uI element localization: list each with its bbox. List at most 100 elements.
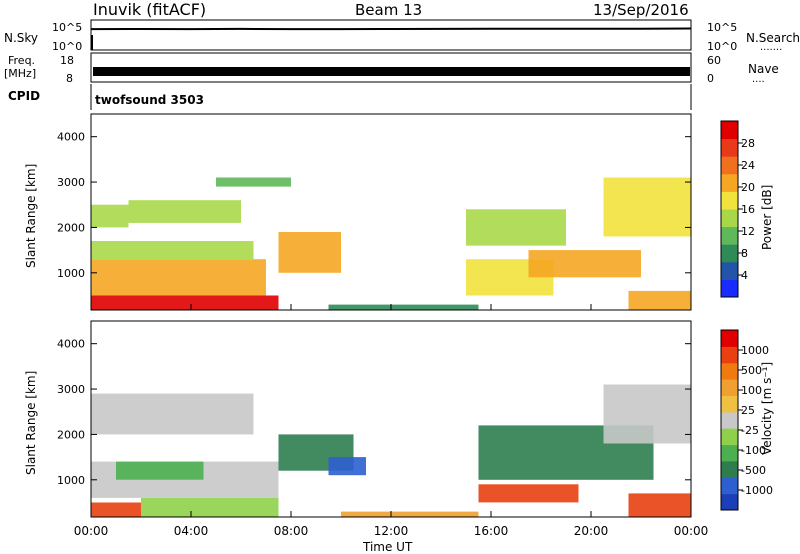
- power-swatch-0: [721, 279, 738, 298]
- power-swatch-5: [721, 191, 738, 210]
- velocity-tick-label-5: -100: [741, 444, 766, 457]
- nsky-panel: N.Sky 10^5 10^0 10^5 10^0 N.Search .....…: [4, 19, 800, 53]
- velocity-region-6: [328, 457, 366, 476]
- time-axis: 00:00 04:00 08:00 12:00 16:00 20:00 00:00: [74, 304, 708, 538]
- y-tick-label-3000: 3000: [57, 383, 85, 396]
- power-region-0: [91, 295, 279, 310]
- power-tick-label-6: 28: [741, 137, 755, 150]
- power-swatch-3: [721, 226, 738, 245]
- velocity-y-label: Slant Range [km]: [24, 371, 38, 475]
- power-region-1: [91, 259, 266, 296]
- power-y-axis: 1000 2000 3000 4000: [57, 131, 691, 280]
- power-region-4: [128, 200, 241, 223]
- freq-right-tick-top: 60: [707, 54, 721, 67]
- velocity-region-4: [91, 393, 254, 435]
- velocity-swatch-3: [721, 444, 738, 462]
- x-tick-label-0: 00:00: [74, 524, 109, 538]
- velocity-panel: 1000 2000 3000 4000 Slant Range [km]: [24, 320, 692, 518]
- nsky-right-label: N.Search: [746, 31, 800, 45]
- power-heatmap: [91, 177, 691, 310]
- time-axis-label: Time UT: [362, 540, 413, 554]
- power-colorbar-label: Power [dB]: [760, 185, 774, 250]
- velocity-region-8: [478, 484, 579, 503]
- station-title: Inuvik (fitACF): [93, 0, 206, 19]
- freq-panel: Freq. [MHz] 18 8 60 0 Nave ....: [4, 52, 779, 85]
- y-tick-label-4000: 4000: [57, 338, 85, 351]
- velocity-colorbar: 1000 500 100 25 -25 -100 -500 -1000: [720, 329, 773, 511]
- nsky-left-label: N.Sky: [4, 31, 38, 45]
- velocity-tick-label-4: -25: [741, 424, 759, 437]
- y-tick-label-4000: 4000: [57, 131, 85, 144]
- velocity-y-axis: 1000 2000 3000 4000: [57, 338, 691, 487]
- velocity-swatch-1: [721, 477, 738, 495]
- nsky-left-tick-top: 10^5: [52, 21, 82, 34]
- cpid-label: CPID: [8, 89, 40, 103]
- velocity-swatch-9: [721, 346, 738, 364]
- y-tick-label-1000: 1000: [57, 474, 85, 487]
- velocity-tick-label-7: -1000: [741, 484, 773, 497]
- nsky-series-line: [90, 27, 692, 31]
- velocity-swatch-6: [721, 395, 738, 413]
- cpid-panel: CPID twofsound 3503: [8, 84, 692, 110]
- velocity-swatch-10: [721, 330, 738, 347]
- date-title: 13/Sep/2016: [593, 1, 689, 19]
- power-region-11: [528, 250, 641, 278]
- y-tick-label-2000: 2000: [57, 428, 85, 441]
- freq-left-tick-bottom: 8: [66, 72, 73, 85]
- velocity-region-10: [603, 384, 691, 444]
- freq-left-label-1: Freq.: [8, 54, 35, 67]
- power-swatch-6: [721, 173, 738, 192]
- velocity-region-1: [141, 497, 279, 517]
- power-panel: 1000 2000 3000 4000 Slant Range [km]: [24, 113, 692, 311]
- x-tick-label-3: 12:00: [374, 524, 409, 538]
- freq-right-label: Nave: [748, 62, 779, 76]
- power-tick-label-3: 16: [741, 203, 755, 216]
- power-tick-label-2: 12: [741, 225, 755, 238]
- velocity-swatch-8: [721, 362, 738, 380]
- beam-title: Beam 13: [355, 1, 422, 19]
- power-swatch-8: [721, 138, 738, 157]
- x-tick-label-5: 20:00: [574, 524, 609, 538]
- power-region-3: [91, 204, 129, 228]
- velocity-swatch-7: [721, 379, 738, 396]
- power-region-6: [278, 232, 341, 273]
- velocity-tick-label-0: 1000: [741, 344, 769, 357]
- velocity-heatmap: [91, 384, 691, 517]
- velocity-swatch-5: [721, 411, 738, 429]
- power-tick-label-4: 20: [741, 181, 755, 194]
- velocity-colorbar-label: Velocity [m s⁻¹]: [760, 362, 774, 455]
- power-swatch-2: [721, 244, 738, 263]
- velocity-frame: [720, 329, 739, 511]
- power-swatch-1: [721, 261, 738, 280]
- y-tick-label-1000: 1000: [57, 267, 85, 280]
- nsky-right-tick-bottom: 10^0: [707, 40, 737, 53]
- freq-band: [93, 67, 690, 76]
- velocity-region-3: [116, 461, 204, 480]
- velocity-region-11: [628, 493, 691, 517]
- freq-right-tick-bottom: 0: [707, 72, 714, 85]
- freq-left-tick-top: 18: [60, 54, 74, 67]
- power-region-2: [91, 241, 254, 260]
- velocity-swatch-2: [721, 460, 738, 478]
- power-region-10: [466, 209, 566, 246]
- x-tick-label-1: 04:00: [174, 524, 209, 538]
- cpid-program: twofsound 3503: [95, 93, 204, 107]
- power-tick-label-1: 8: [741, 247, 748, 260]
- power-swatch-9: [721, 121, 738, 140]
- power-swatch-4: [721, 209, 738, 228]
- velocity-tick-label-3: 25: [741, 404, 755, 417]
- y-tick-label-2000: 2000: [57, 221, 85, 234]
- power-colorbar: 4 8 12 16 20 24 28: [720, 120, 755, 298]
- velocity-swatch-4: [721, 428, 738, 446]
- x-tick-label-2: 08:00: [274, 524, 309, 538]
- x-tick-label-4: 16:00: [474, 524, 509, 538]
- velocity-tick-label-2: 100: [741, 384, 762, 397]
- velocity-region-7: [341, 511, 479, 517]
- velocity-tick-label-1: 500: [741, 364, 762, 377]
- power-region-8: [391, 304, 479, 310]
- velocity-region-0: [91, 502, 141, 517]
- y-tick-label-3000: 3000: [57, 176, 85, 189]
- freq-left-label-2: [MHz]: [4, 67, 36, 80]
- velocity-swatch-0: [721, 493, 738, 511]
